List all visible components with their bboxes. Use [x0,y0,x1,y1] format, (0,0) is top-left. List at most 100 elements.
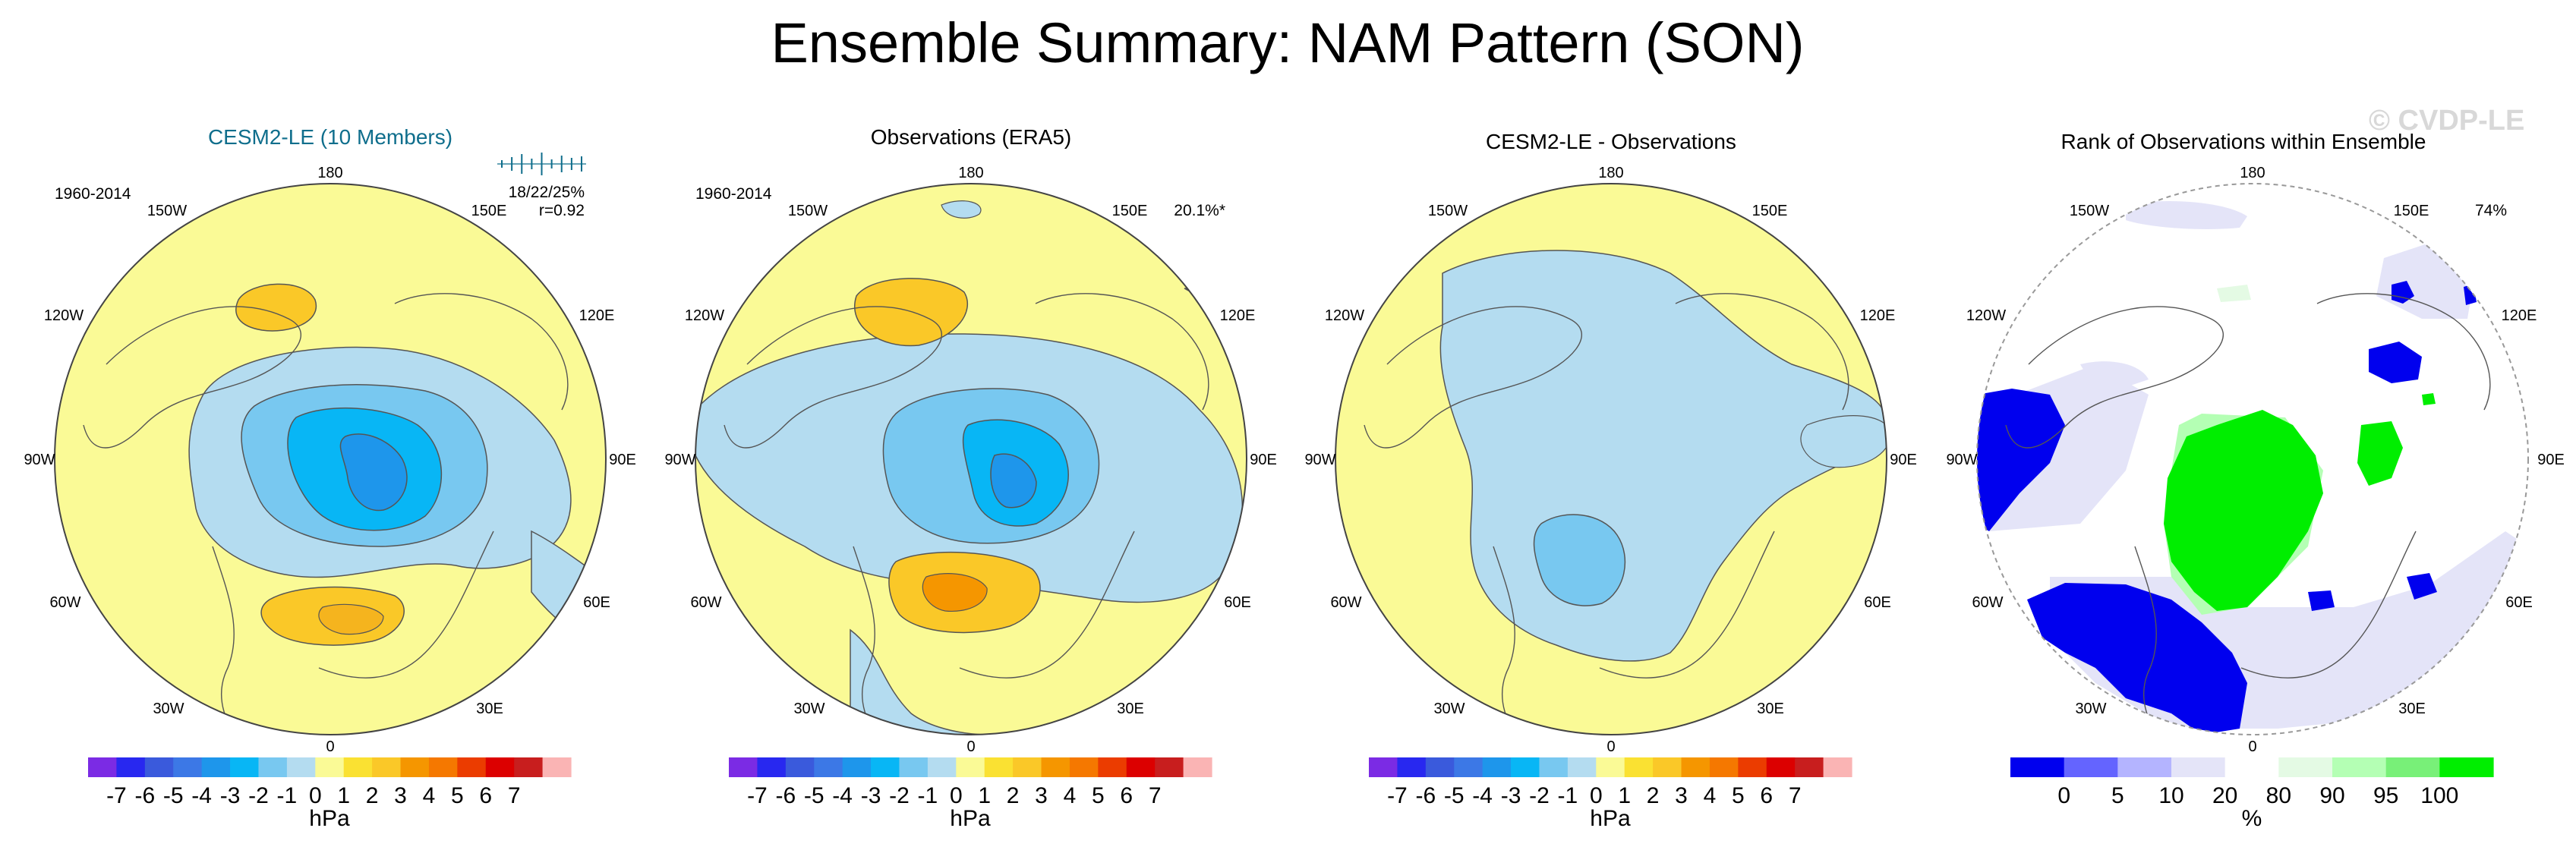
panel-title: CESM2-LE (10 Members) [208,125,452,149]
lon-label: 30W [1433,701,1465,717]
colorbar-swatch [2171,757,2226,777]
map-border [1976,183,2529,735]
panel-title: Rank of Observations within Ensemble [2061,130,2426,153]
colorbar-swatch [173,757,203,777]
lon-label: 30W [153,701,184,717]
colorbar-tick-label: 2 [1647,783,1660,808]
lon-label: 90E [1250,452,1277,468]
colorbar-tick-label: -6 [1415,783,1436,808]
colorbar-swatch [286,757,316,777]
contour-negative-center [1533,514,1626,606]
contour-positive-pacific [854,278,968,347]
colorbar-swatch [1041,757,1070,777]
colorbar-swatch [1183,757,1212,777]
colorbar-swatch [1795,757,1824,777]
colorbar-swatch [1653,757,1682,777]
lon-labels: 180 150W 150E 120W 120E 90W 90E 60W 60E … [1946,165,2564,755]
colorbar-swatch [2385,757,2440,777]
colorbar: 0 5 10 20 80 90 95 100% [2010,757,2494,831]
lon-label: 180 [1598,165,1623,181]
colorbar-swatch [1539,757,1569,777]
map-field [1335,184,1887,735]
lon-label: 60W [1972,594,2003,611]
colorbar-tick-label: 7 [1789,783,1802,808]
lon-label: 30W [2075,701,2106,717]
colorbar-swatch [1709,757,1739,777]
colorbar-tick-label: -5 [163,783,184,808]
lon-label: 30E [1757,701,1784,717]
colorbar: -7 -6 -5 -4 -3 -2 -1 0 1 2 3 4 5 6 7 hPa [729,757,1212,831]
colorbar-tick-label: 100 [2420,783,2458,808]
contour-positive-atlantic-core [922,573,988,612]
colorbar-tick-label: 2 [366,783,379,808]
map-border [1335,183,1887,735]
map-border [695,183,1247,735]
colorbar-tick-label: 5 [1732,783,1745,808]
colorbar-tick-label: 3 [1035,783,1048,808]
map-field [1977,184,2528,735]
colorbar-tick-label: -4 [1472,783,1493,808]
lon-labels: 180 150W 150E 120W 120E 90W 90E 60W 60E … [24,165,635,755]
lon-label: 90E [2537,452,2565,468]
colorbar-swatch [1013,757,1042,777]
lon-label: 30E [2398,701,2426,717]
lon-label: 60E [2505,594,2533,611]
region-rank-below-5 [2308,590,2335,611]
period-label: 1960-2014 [695,185,772,203]
colorbar-swatch [258,757,288,777]
colorbar-swatch [956,757,985,777]
colorbar-swatch [230,757,260,777]
colorbar-swatch [1738,757,1767,777]
colorbar-tick-label: -2 [248,783,269,808]
colorbar-tick-label: 5 [451,783,464,808]
lon-labels: 180 150W 150E 120W 120E 90W 90E 60W 60E … [664,165,1276,755]
lon-label: 90W [1946,452,1977,468]
colorbar-tick-label: 6 [1120,783,1133,808]
colorbar-swatch [1397,757,1427,777]
lon-label: 180 [317,165,342,181]
colorbar-tick-label: -5 [804,783,825,808]
figure-title: Ensemble Summary: NAM Pattern (SON) [771,11,1804,74]
colorbar-swatch [814,757,843,777]
colorbar-swatch [315,757,345,777]
colorbar-tick-label: 5 [2111,783,2124,808]
colorbar-tick-label: 3 [394,783,407,808]
lon-label: 60E [1864,594,1891,611]
lon-label: 30E [1117,701,1144,717]
colorbar-swatch [1069,757,1099,777]
region-rank-80-90 [2217,285,2251,302]
colorbar-swatch [428,757,458,777]
colorbar-tick-label: 5 [1092,783,1105,808]
lon-label: 90E [1890,452,1917,468]
colorbar-swatch [729,757,758,777]
colorbar-tick-label: -4 [832,783,853,808]
lon-label: 180 [958,165,983,181]
ensemble-spread [497,153,586,175]
panel-rank: Rank of Observations within Ensemble 74% [1946,130,2564,831]
colorbar-swatch [1425,757,1455,777]
contour-positive-pacific [235,283,317,332]
region-rank-below-5 [2464,284,2477,305]
colorbar-tick-label: -6 [134,783,155,808]
variance-label: 20.1%* [1174,202,1225,219]
colorbar-tick-label: -7 [1387,783,1408,808]
panel-cesm2-le: CESM2-LE (10 Members) 1960-2014 18/22/25… [24,125,635,831]
colorbar-swatch [116,757,146,777]
colorbar-swatch [2332,757,2387,777]
colorbar-swatch [1511,757,1540,777]
colorbar-swatch [2224,757,2279,777]
colorbar-swatch [372,757,402,777]
panel-title: CESM2-LE - Observations [1486,130,1736,153]
colorbar-swatch [927,757,957,777]
lon-label: 150W [1428,203,1468,219]
colorbar-tick-label: 7 [508,783,521,808]
colorbar-tick-label: 4 [1704,783,1717,808]
colorbar-swatch [542,757,572,777]
colorbar-swatch [1454,757,1483,777]
panel-difference: CESM2-LE - Observations 180 150W 150E 12… [1304,130,1916,831]
lon-label: 120W [44,307,84,324]
colorbar-swatch [201,757,231,777]
colorbar-swatch [899,757,929,777]
lon-label: 150W [147,203,187,219]
